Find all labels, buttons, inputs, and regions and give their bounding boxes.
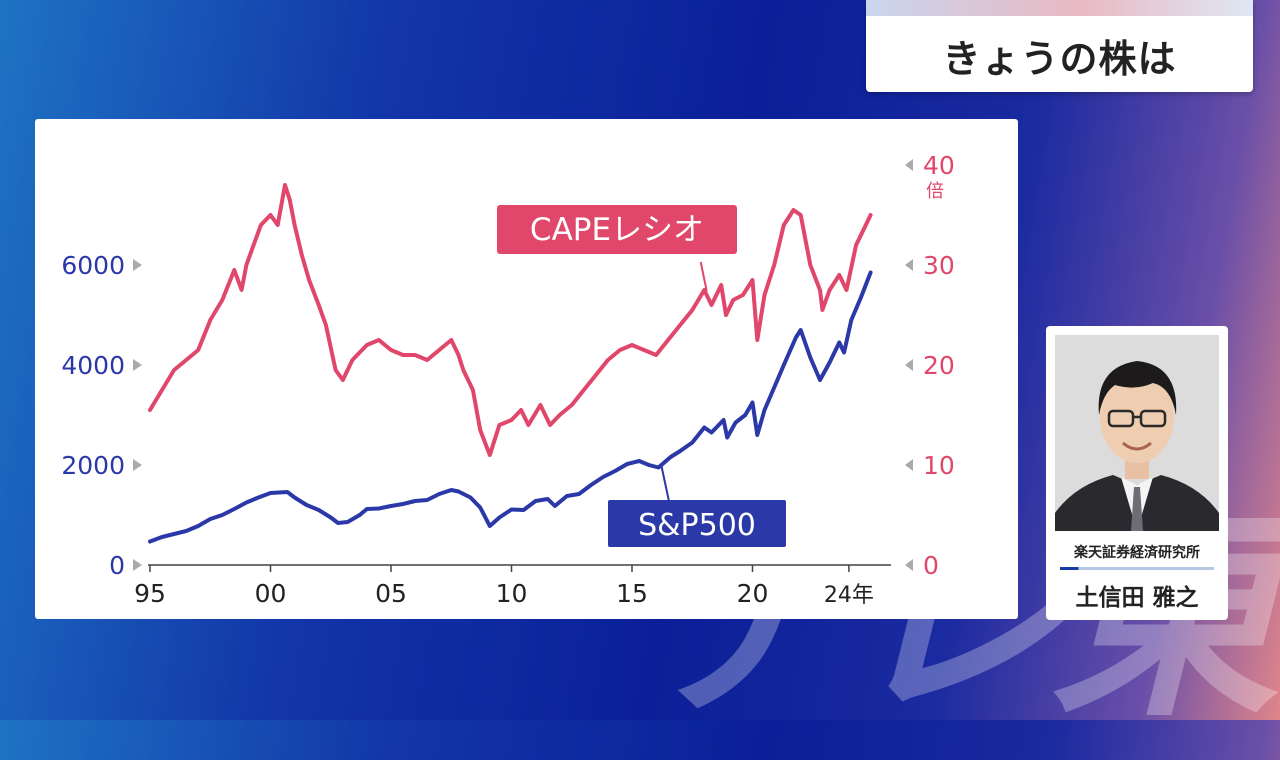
left-axis-tick-label: 4000 bbox=[61, 351, 125, 380]
x-tick-label: 15 bbox=[616, 579, 648, 608]
segment-title-box: きょうの株は bbox=[866, 0, 1253, 92]
left-axis-tick-label: 6000 bbox=[61, 251, 125, 280]
commentator-name: 土信田 雅之 bbox=[1075, 585, 1199, 611]
title-accent-strip bbox=[866, 0, 1253, 16]
sp500-line bbox=[148, 270, 873, 544]
x-tick-label: 20 bbox=[737, 579, 769, 608]
cape-callout-box bbox=[497, 205, 737, 254]
x-tick-label: 24年 bbox=[824, 583, 874, 608]
right-axis-tick-arrow bbox=[905, 359, 913, 371]
commentator-photo bbox=[1055, 335, 1219, 531]
right-axis-tick-arrow bbox=[905, 559, 913, 571]
affiliation-underline bbox=[1060, 567, 1214, 570]
cape-callout-pointer bbox=[699, 261, 708, 292]
left-axis-tick-arrow bbox=[133, 359, 142, 371]
cape-ratio-line bbox=[148, 183, 873, 457]
right-axis-tick-arrow bbox=[905, 459, 913, 471]
right-axis-tick-label: 40 bbox=[923, 151, 955, 180]
right-axis-tick-label: 30 bbox=[923, 251, 955, 280]
x-tick-label: 10 bbox=[496, 579, 528, 608]
sp500-callout-box bbox=[608, 500, 786, 547]
sp500-callout-label: S&P500 bbox=[638, 508, 756, 543]
left-axis-tick-label: 2000 bbox=[61, 451, 125, 480]
right-axis-unit: 倍 bbox=[926, 181, 944, 202]
x-tick-label: 00 bbox=[255, 579, 287, 608]
left-axis-tick-arrow bbox=[133, 459, 142, 471]
x-tick-label: 05 bbox=[375, 579, 407, 608]
segment-title: きょうの株は bbox=[942, 37, 1177, 81]
right-axis-tick-arrow bbox=[905, 259, 913, 271]
commentator-affiliation: 楽天証券経済研究所 bbox=[1074, 545, 1200, 561]
right-axis-tick-arrow bbox=[905, 159, 913, 171]
commentator-card: 楽天証券経済研究所 土信田 雅之 bbox=[1046, 326, 1228, 620]
left-axis-tick-arrow bbox=[133, 259, 142, 271]
right-axis-tick-label: 0 bbox=[923, 551, 939, 580]
right-axis-tick-label: 20 bbox=[923, 351, 955, 380]
left-axis-tick-arrow bbox=[133, 559, 142, 571]
sp500-callout-pointer bbox=[659, 463, 670, 502]
cape-callout-label: CAPEレシオ bbox=[530, 212, 704, 248]
line-chart: 95 00 05 10 15 20 24年 0 2000 4000 6000 0 10 20 30 40倍 CA… bbox=[61, 151, 955, 608]
right-axis-tick-label: 10 bbox=[923, 451, 955, 480]
x-tick-label: 95 bbox=[134, 579, 166, 608]
chart-card: 95 00 05 10 15 20 24年 0 2000 4000 6000 0 10 20 30 40 倍 CA… bbox=[35, 119, 1018, 619]
left-axis-tick-label: 0 bbox=[109, 551, 125, 580]
